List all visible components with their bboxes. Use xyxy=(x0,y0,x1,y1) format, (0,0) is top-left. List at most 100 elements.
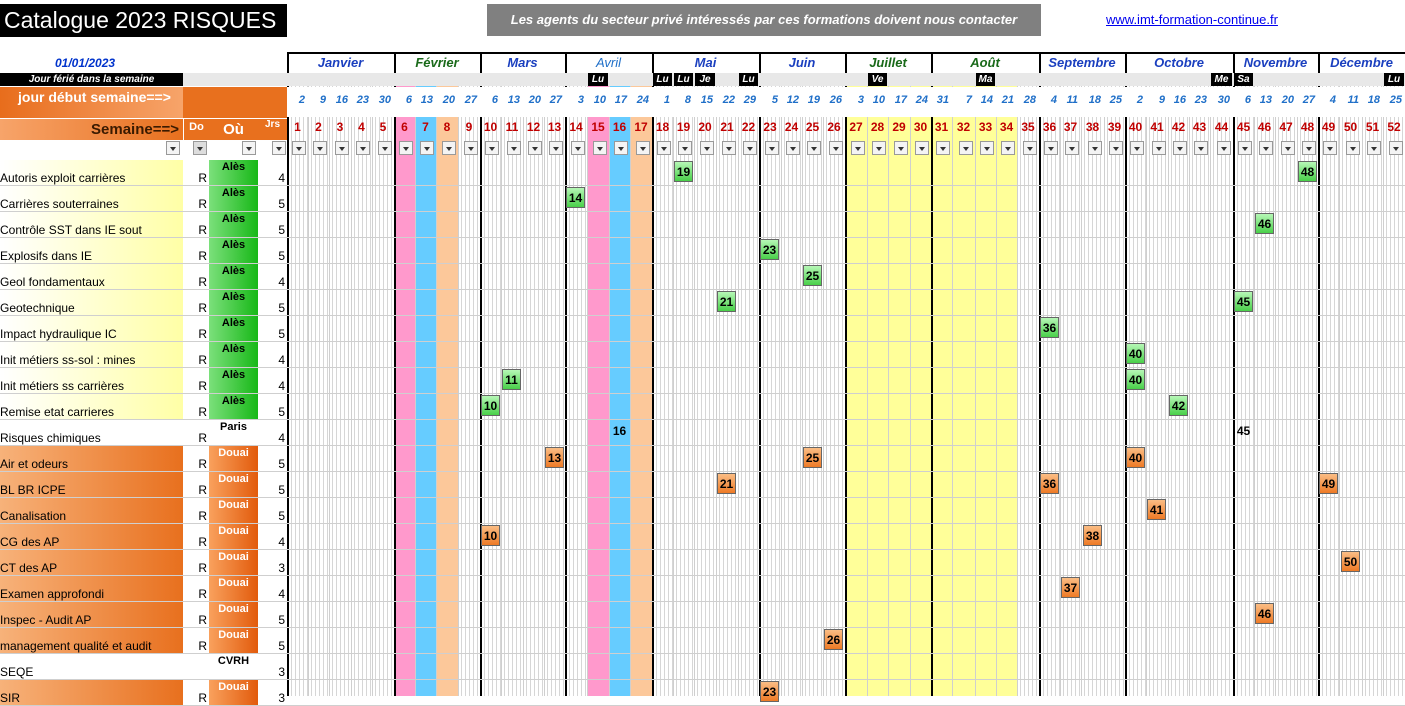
course-label[interactable]: Carrières souterraines xyxy=(0,186,183,211)
session-marker[interactable]: 11 xyxy=(502,369,521,390)
filter-dropdown-week[interactable] xyxy=(614,141,628,155)
course-label[interactable]: Geol fondamentaux xyxy=(0,264,183,289)
filter-dropdown-week[interactable] xyxy=(1001,141,1015,155)
filter-dropdown-week[interactable] xyxy=(378,141,392,155)
session-marker[interactable]: 49 xyxy=(1319,473,1338,494)
filter-dropdown-week[interactable] xyxy=(571,141,585,155)
filter-dropdown-week[interactable] xyxy=(959,141,973,155)
filter-dropdown-week[interactable] xyxy=(1323,141,1337,155)
filter-dropdown-week[interactable] xyxy=(765,141,779,155)
filter-dropdown-week[interactable] xyxy=(1023,141,1037,155)
filter-dropdown-week[interactable] xyxy=(1259,141,1273,155)
filter-dropdown-week[interactable] xyxy=(1109,141,1123,155)
filter-dropdown-week[interactable] xyxy=(851,141,865,155)
course-label[interactable]: Geotechnique xyxy=(0,290,183,315)
session-marker[interactable]: 25 xyxy=(803,447,822,468)
filter-dropdown-week[interactable] xyxy=(915,141,929,155)
session-marker[interactable]: 19 xyxy=(674,161,693,182)
session-marker[interactable]: 36 xyxy=(1040,473,1059,494)
filter-dropdown-week[interactable] xyxy=(807,141,821,155)
session-marker[interactable]: 40 xyxy=(1126,447,1145,468)
course-label[interactable]: Inspec - Audit AP xyxy=(0,602,183,627)
filter-dropdown-week[interactable] xyxy=(1238,141,1252,155)
session-marker[interactable]: 14 xyxy=(566,187,585,208)
filter-dropdown-week[interactable] xyxy=(1173,141,1187,155)
course-label[interactable]: Air et odeurs xyxy=(0,446,183,471)
filter-dropdown-week[interactable] xyxy=(593,141,607,155)
filter-dropdown-week[interactable] xyxy=(657,141,671,155)
course-label[interactable]: Canalisation xyxy=(0,498,183,523)
session-marker[interactable]: 23 xyxy=(760,239,779,260)
session-marker[interactable]: 13 xyxy=(545,447,564,468)
filter-dropdown-week[interactable] xyxy=(636,141,650,155)
filter-dropdown-week[interactable] xyxy=(1389,141,1403,155)
filter-dropdown-week[interactable] xyxy=(335,141,349,155)
course-label[interactable]: Init métiers ss carrières xyxy=(0,368,183,393)
session-marker[interactable]: 42 xyxy=(1169,395,1188,416)
course-label[interactable]: Impact hydraulique IC xyxy=(0,316,183,341)
filter-dropdown-week[interactable] xyxy=(1346,141,1360,155)
filter-dropdown-week[interactable] xyxy=(743,141,757,155)
session-marker[interactable]: 26 xyxy=(824,629,843,650)
filter-dropdown-week[interactable] xyxy=(1281,141,1295,155)
course-label[interactable]: SIR xyxy=(0,680,183,705)
session-marker[interactable]: 41 xyxy=(1147,499,1166,520)
session-marker[interactable]: 10 xyxy=(481,395,500,416)
filter-dropdown-week[interactable] xyxy=(786,141,800,155)
session-marker[interactable]: 21 xyxy=(717,291,736,312)
filter-dropdown-week[interactable] xyxy=(1044,141,1058,155)
course-label[interactable]: Examen approfondi xyxy=(0,576,183,601)
filter-dropdown-week[interactable] xyxy=(420,141,434,155)
filter-dropdown-week[interactable] xyxy=(464,141,478,155)
filter-dropdown-week[interactable] xyxy=(1194,141,1208,155)
session-marker[interactable]: 40 xyxy=(1126,343,1145,364)
session-marker[interactable]: 25 xyxy=(803,265,822,286)
filter-dropdown-week[interactable] xyxy=(722,141,736,155)
filter-dropdown-week[interactable] xyxy=(1217,141,1231,155)
filter-dropdown-week[interactable] xyxy=(700,141,714,155)
filter-dropdown-week[interactable] xyxy=(313,141,327,155)
session-marker[interactable]: 38 xyxy=(1083,525,1102,546)
session-marker[interactable]: 21 xyxy=(717,473,736,494)
filter-dropdown-label[interactable] xyxy=(166,141,180,155)
session-marker[interactable]: 40 xyxy=(1126,369,1145,390)
filter-dropdown-week[interactable] xyxy=(1130,141,1144,155)
course-label[interactable]: Init métiers ss-sol : mines xyxy=(0,342,183,367)
session-marker[interactable]: 36 xyxy=(1040,317,1059,338)
filter-dropdown-week[interactable] xyxy=(1065,141,1079,155)
session-marker[interactable]: 48 xyxy=(1298,161,1317,182)
session-marker[interactable]: 10 xyxy=(481,525,500,546)
filter-dropdown-week[interactable] xyxy=(549,141,563,155)
course-label[interactable]: CG des AP xyxy=(0,524,183,549)
course-label[interactable]: CT des AP xyxy=(0,550,183,575)
course-label[interactable]: management qualité et audit xyxy=(0,628,183,653)
filter-dropdown-jrs[interactable] xyxy=(272,141,286,155)
session-marker[interactable]: 16 xyxy=(612,424,627,438)
filter-dropdown-week[interactable] xyxy=(980,141,994,155)
filter-dropdown-do[interactable] xyxy=(193,141,207,155)
filter-dropdown-week[interactable] xyxy=(528,141,542,155)
course-label[interactable]: BL BR ICPE xyxy=(0,472,183,497)
filter-dropdown-week[interactable] xyxy=(1302,141,1316,155)
course-label[interactable]: Contrôle SST dans IE sout xyxy=(0,212,183,237)
session-marker[interactable]: 46 xyxy=(1255,213,1274,234)
session-marker[interactable]: 45 xyxy=(1236,424,1251,438)
filter-dropdown-week[interactable] xyxy=(678,141,692,155)
filter-dropdown-week[interactable] xyxy=(1367,141,1381,155)
filter-dropdown-week[interactable] xyxy=(894,141,908,155)
filter-dropdown-week[interactable] xyxy=(507,141,521,155)
website-link[interactable]: www.imt-formation-continue.fr xyxy=(1106,12,1278,27)
filter-dropdown-week[interactable] xyxy=(399,141,413,155)
session-marker[interactable]: 50 xyxy=(1341,551,1360,572)
course-label[interactable]: Remise etat carrieres xyxy=(0,394,183,419)
session-marker[interactable]: 23 xyxy=(760,681,779,702)
course-label[interactable]: SEQE xyxy=(0,654,183,679)
course-label[interactable]: Autoris exploit carrières xyxy=(0,160,183,185)
filter-dropdown-week[interactable] xyxy=(292,141,306,155)
session-marker[interactable]: 45 xyxy=(1234,291,1253,312)
filter-dropdown-ou[interactable] xyxy=(242,141,256,155)
filter-dropdown-week[interactable] xyxy=(829,141,843,155)
filter-dropdown-week[interactable] xyxy=(485,141,499,155)
filter-dropdown-week[interactable] xyxy=(442,141,456,155)
session-marker[interactable]: 46 xyxy=(1255,603,1274,624)
